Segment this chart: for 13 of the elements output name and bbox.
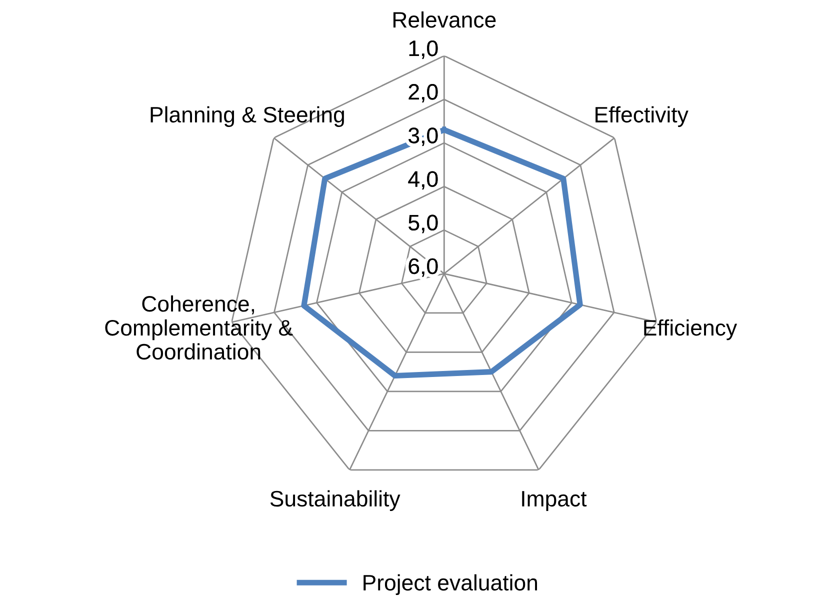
spoke-label: Coherence, Complementarity & Coordination <box>105 295 293 360</box>
y-tick-label: 1,0 <box>409 40 438 59</box>
spoke-label: Sustainability <box>270 490 400 511</box>
spoke-label: Relevance <box>393 11 496 28</box>
y-tick-label: 4,0 <box>408 171 438 190</box>
legend-label: Project evaluation <box>364 574 537 595</box>
spoke-label: Effectivity <box>596 106 688 127</box>
y-tick-label: 2,0 <box>408 84 438 102</box>
spoke-label: Impact <box>522 491 587 511</box>
y-tick-label: 6,0 <box>408 258 438 277</box>
y-tick-label: 5,0 <box>408 214 438 234</box>
spoke-label: Efficiency <box>644 319 738 340</box>
spoke-label: Planning & Steering <box>150 106 344 127</box>
